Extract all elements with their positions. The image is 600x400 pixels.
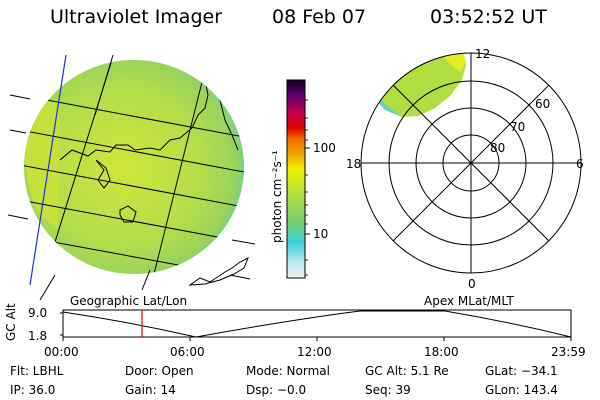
mlt-label-6: 6 — [576, 157, 584, 171]
info-mode: Mode: Normal — [246, 364, 330, 378]
info-ip: IP: 36.0 — [10, 383, 56, 397]
earth-disk — [24, 60, 244, 274]
coastline-gulf — [95, 159, 111, 189]
colorbar-tick-100: 100 — [313, 141, 336, 155]
apex-caption: Apex MLat/MLT — [424, 294, 514, 308]
new-zealand-outline — [188, 256, 249, 286]
bright-limb-region — [25, 98, 60, 230]
earth-image-panel — [7, 54, 256, 301]
info-glat: GLat: −34.1 — [485, 364, 558, 378]
observation-date: 08 Feb 07 — [272, 6, 367, 28]
polar-plot — [360, 52, 582, 274]
info-gain: Gain: 14 — [125, 383, 176, 397]
info-door: Door: Open — [125, 364, 194, 378]
mlat-label-80: 80 — [490, 141, 506, 155]
info-seq: Seq: 39 — [365, 383, 411, 397]
observation-time: 03:52:52 UT — [430, 6, 547, 28]
timeline-xtick-1200: 12:00 — [297, 345, 332, 359]
instrument-title: Ultraviolet Imager — [50, 6, 223, 28]
altitude-curve — [62, 310, 572, 338]
info-gc-alt: GC Alt: 5.1 Re — [365, 364, 449, 378]
mlt-label-18: 18 — [346, 157, 362, 171]
colorbar-tick-10: 10 — [313, 227, 329, 241]
info-dsp: Dsp: −0.0 — [246, 383, 307, 397]
info-filter: Flt: LBHL — [10, 364, 64, 378]
geographic-caption: Geographic Lat/Lon — [70, 294, 188, 308]
colorbar-unit-label: photon cm⁻²s⁻¹ — [270, 150, 284, 243]
timeline-ytick-high: 9.0 — [28, 306, 48, 320]
timeline-axis-label: GC Alt — [4, 303, 18, 341]
auroral-image-patch — [372, 53, 466, 117]
terminator-line — [29, 54, 67, 286]
timeline-ytick-low: 1.8 — [28, 329, 48, 343]
timeline-xtick-2359: 23:59 — [551, 345, 586, 359]
mlt-label-12: 12 — [475, 47, 491, 61]
timeline-xtick-0000: 00:00 — [44, 345, 79, 359]
timeline-xtick-1800: 18:00 — [424, 345, 459, 359]
info-glon: GLon: 143.4 — [485, 383, 558, 397]
mlat-label-60: 60 — [535, 97, 551, 111]
tasmania-outline — [119, 205, 137, 223]
altitude-timeline — [60, 309, 572, 341]
color-bar — [286, 79, 310, 279]
timeline-xtick-0600: 06:00 — [170, 345, 205, 359]
mlat-label-70: 70 — [510, 120, 526, 134]
mlt-label-0: 0 — [468, 277, 476, 291]
